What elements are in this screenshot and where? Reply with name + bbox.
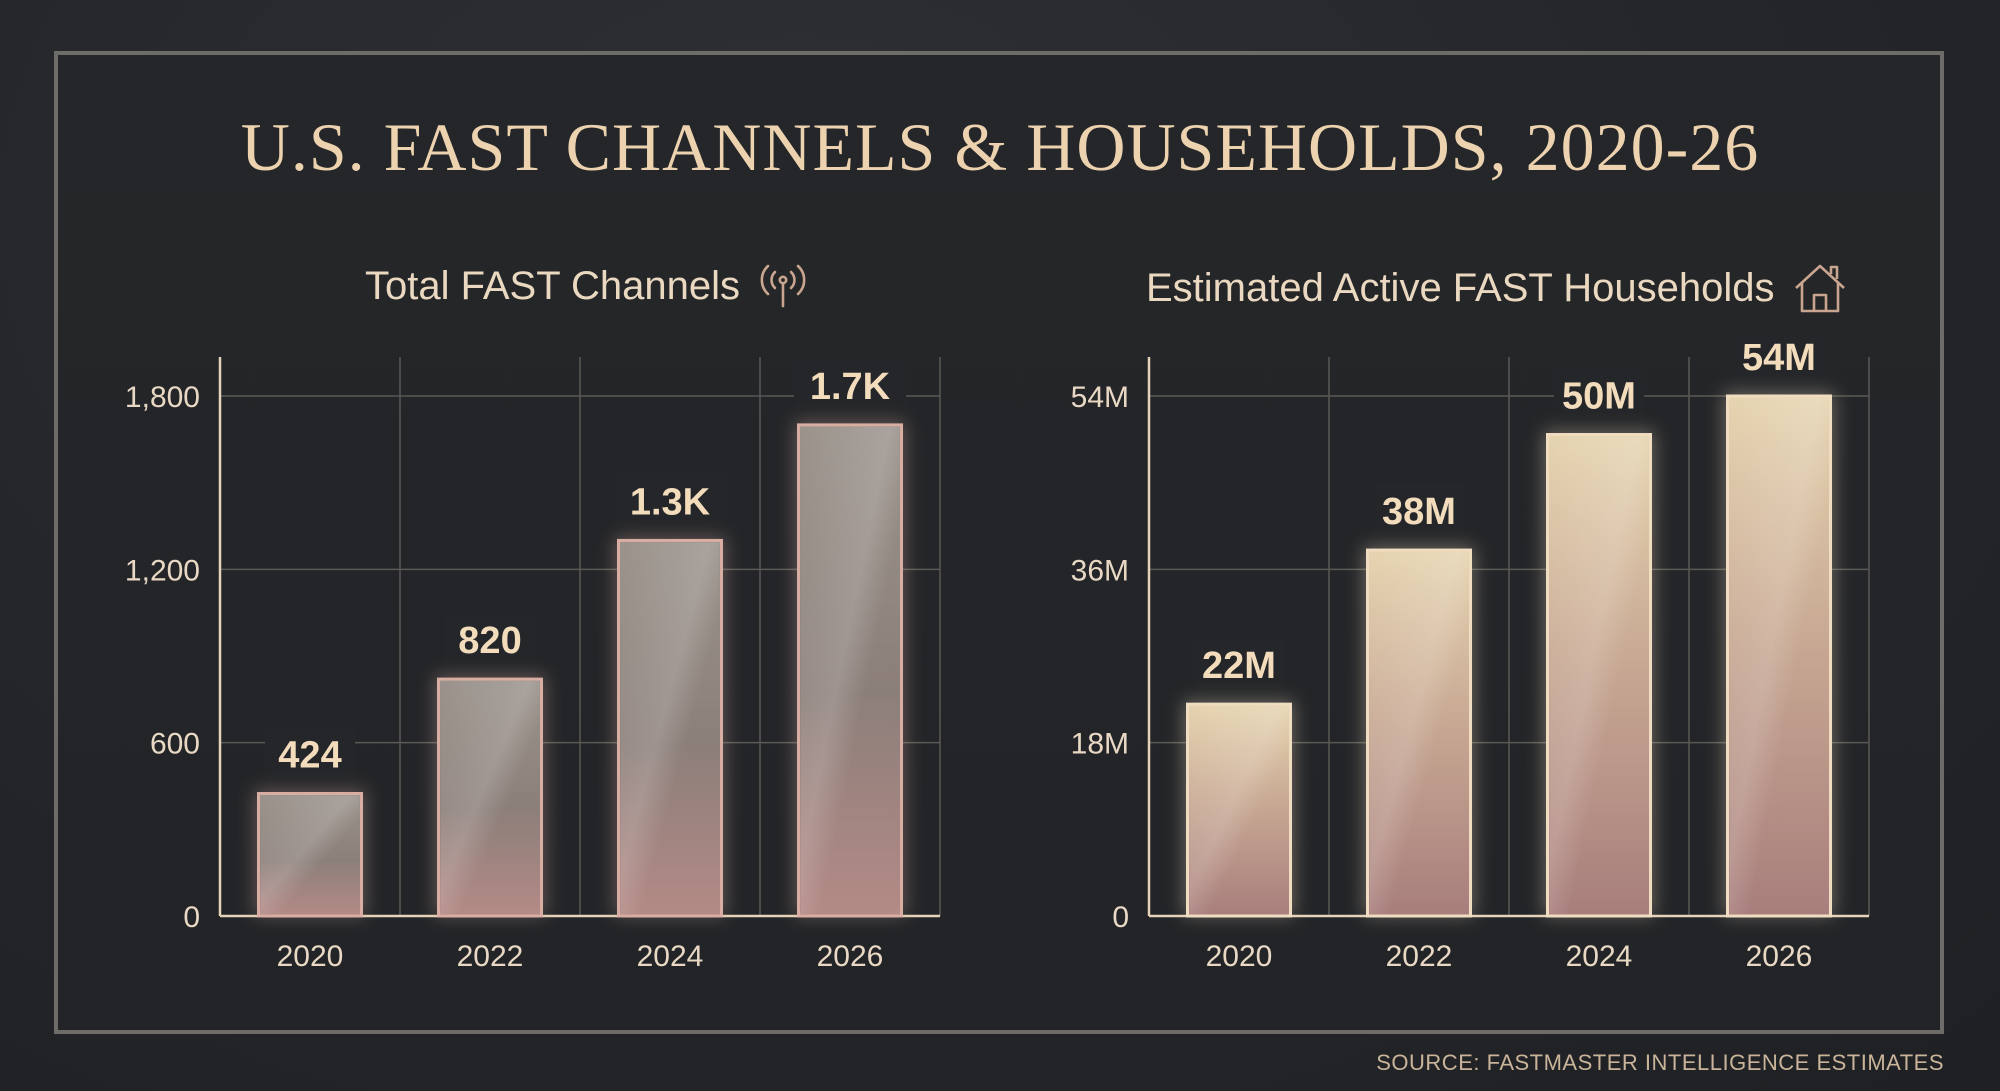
left-chart-title: Total FAST Channels [365, 262, 808, 310]
right-bar-label-bg [1554, 368, 1644, 419]
left-bar-sheen [620, 542, 720, 914]
left-bar-label-bg [265, 727, 355, 778]
left-bar-value-label: 1.3K [630, 481, 711, 523]
left-x-tick-label: 2026 [817, 940, 884, 973]
right-bar-value-label: 54M [1742, 337, 1816, 379]
right-bar-sheen [1189, 706, 1289, 914]
left-y-tick-label: 1,200 [125, 554, 200, 587]
left-bar-label-bg [794, 358, 906, 409]
right-chart-title: Estimated Active FAST Households [1146, 262, 1848, 314]
left-y-tick-label: 0 [183, 901, 200, 934]
left-bar-sheen [800, 426, 900, 914]
right-bar-sheen [1729, 398, 1829, 914]
right-x-tick-label: 2020 [1206, 940, 1273, 973]
right-x-tick-label: 2024 [1566, 940, 1633, 973]
left-bar-value-label: 424 [278, 735, 341, 777]
right-bar-label-bg [1194, 638, 1284, 689]
left-bar-sheen [440, 681, 540, 914]
broadcast-antenna-icon [758, 262, 808, 310]
left-x-tick-label: 2020 [277, 940, 344, 973]
left-bar-value-label: 1.7K [810, 366, 891, 408]
left-bar-chart: 0 600 1,200 1,800 424 2020 820 2022 1.3K 2024 1.7K… [125, 357, 941, 973]
right-y-tick-label: 18M [1071, 728, 1129, 761]
right-x-tick-label: 2026 [1746, 940, 1813, 973]
right-bar-label-bg [1374, 484, 1464, 535]
left-x-tick-label: 2024 [637, 940, 704, 973]
right-bar-value-label: 38M [1382, 491, 1456, 533]
left-y-tick-label: 600 [150, 728, 200, 761]
right-x-tick-label: 2022 [1386, 940, 1453, 973]
left-bar-label-bg [445, 613, 535, 664]
right-bar-value-label: 22M [1202, 645, 1276, 687]
left-y-tick-label: 1,800 [125, 381, 200, 414]
right-y-tick-label: 36M [1071, 554, 1129, 587]
right-chart-title-text: Estimated Active FAST Households [1146, 265, 1775, 310]
right-bar-value-label: 50M [1562, 376, 1636, 418]
left-chart-title-text: Total FAST Channels [365, 263, 741, 308]
source-note: SOURCE: FASTMASTER INTELLIGENCE ESTIMATE… [1376, 1050, 1944, 1075]
right-bar-sheen [1549, 436, 1649, 914]
right-y-tick-label: 0 [1112, 901, 1129, 934]
left-bar-sheen [260, 795, 360, 914]
left-bar-value-label: 820 [458, 620, 521, 662]
right-bar-chart: 0 18M 36M 54M 22M 2020 38M 2022 50M 2024 54M 2026 [1071, 330, 1870, 973]
right-y-tick-label: 54M [1071, 381, 1129, 414]
left-bar-label-bg [614, 474, 726, 525]
left-x-tick-label: 2022 [457, 940, 524, 973]
house-icon [1792, 262, 1848, 314]
right-bar-sheen [1369, 552, 1469, 914]
right-bar-label-bg [1734, 330, 1824, 380]
page-title: U.S. FAST CHANNELS & HOUSEHOLDS, 2020-26 [240, 109, 1760, 185]
